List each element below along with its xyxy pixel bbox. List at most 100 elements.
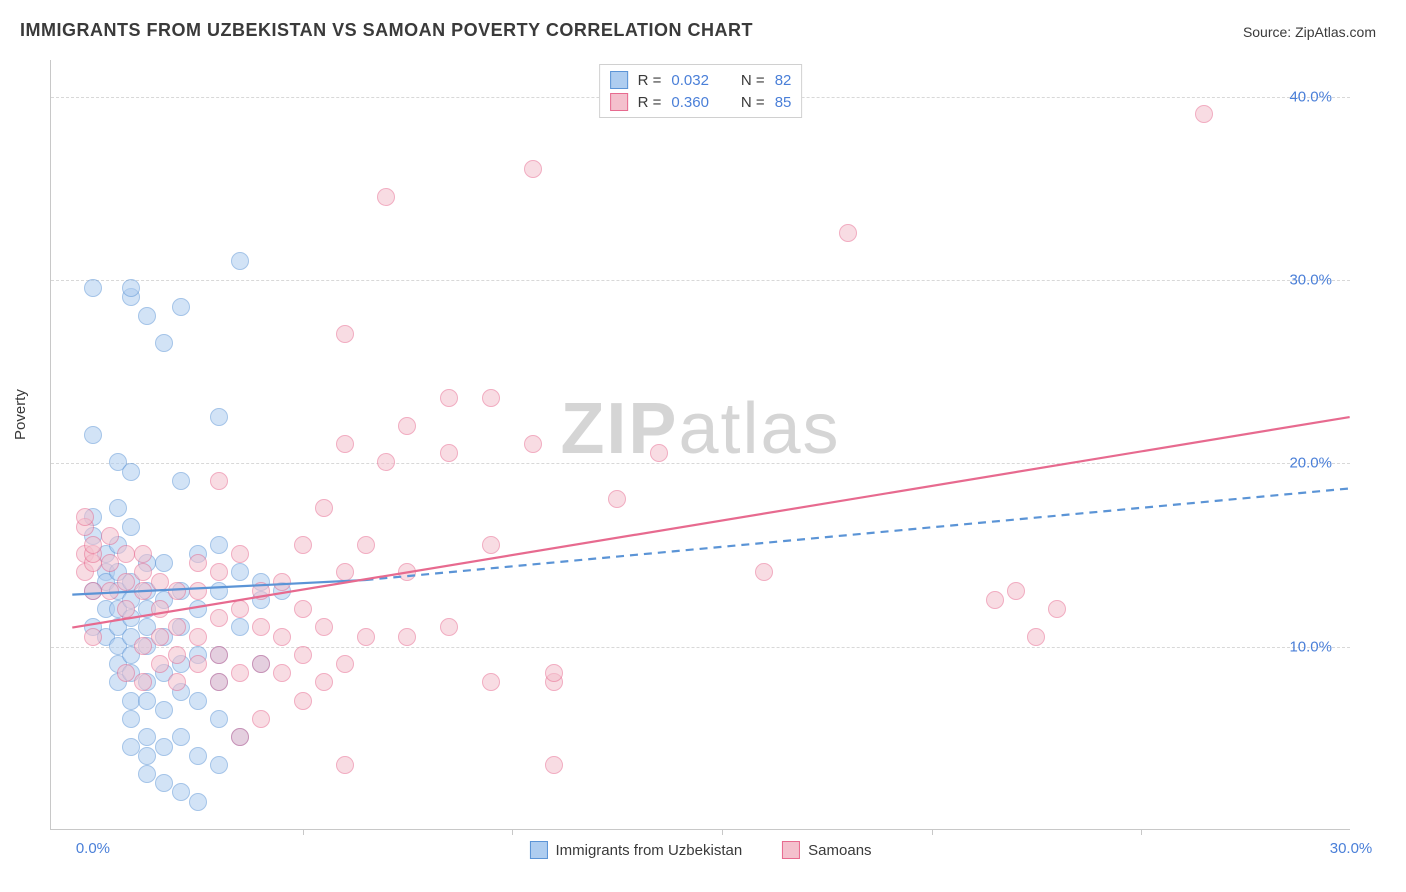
data-point [336, 435, 354, 453]
data-point [84, 628, 102, 646]
data-point [315, 499, 333, 517]
legend-item-0: Immigrants from Uzbekistan [529, 841, 742, 859]
data-point [122, 279, 140, 297]
data-point [755, 563, 773, 581]
data-point [101, 582, 119, 600]
data-point [1027, 628, 1045, 646]
data-point [117, 545, 135, 563]
xtick-minor [1141, 829, 1142, 835]
data-point [189, 692, 207, 710]
data-point [294, 536, 312, 554]
ytick-label: 40.0% [1289, 88, 1332, 105]
data-point [84, 582, 102, 600]
source-value: ZipAtlas.com [1295, 24, 1376, 40]
data-point [357, 628, 375, 646]
y-axis-label: Poverty [12, 389, 29, 440]
data-point [138, 728, 156, 746]
data-point [84, 536, 102, 554]
data-point [210, 563, 228, 581]
data-point [168, 673, 186, 691]
data-point [189, 793, 207, 811]
xtick-minor [722, 829, 723, 835]
data-point [252, 618, 270, 636]
data-point [138, 307, 156, 325]
xtick-minor [303, 829, 304, 835]
data-point [377, 188, 395, 206]
data-point [122, 518, 140, 536]
data-point [155, 701, 173, 719]
legend-r-value-1: 0.360 [671, 94, 709, 111]
data-point [273, 628, 291, 646]
data-point [155, 738, 173, 756]
legend-r-label: R = [638, 94, 662, 111]
data-point [189, 600, 207, 618]
data-point [357, 536, 375, 554]
xtick-label: 30.0% [1330, 840, 1373, 857]
data-point [117, 600, 135, 618]
chart-title: IMMIGRANTS FROM UZBEKISTAN VS SAMOAN POV… [20, 20, 753, 41]
data-point [273, 573, 291, 591]
data-point [398, 417, 416, 435]
data-point [440, 444, 458, 462]
data-point [377, 453, 395, 471]
watermark-light: atlas [678, 389, 840, 469]
data-point [210, 536, 228, 554]
data-point [189, 554, 207, 572]
data-point [839, 224, 857, 242]
data-point [122, 692, 140, 710]
data-point [109, 499, 127, 517]
data-point [398, 628, 416, 646]
data-point [138, 747, 156, 765]
data-point [134, 563, 152, 581]
data-point [84, 426, 102, 444]
data-point [134, 673, 152, 691]
data-point [117, 573, 135, 591]
data-point [231, 600, 249, 618]
legend-n-label: N = [741, 94, 765, 111]
xtick-minor [932, 829, 933, 835]
legend-swatch-1b [782, 841, 800, 859]
legend-r-label: R = [638, 72, 662, 89]
source-attribution: Source: ZipAtlas.com [1243, 24, 1376, 40]
legend-swatch-0b [529, 841, 547, 859]
data-point [252, 655, 270, 673]
gridline-h [51, 280, 1350, 281]
data-point [231, 664, 249, 682]
data-point [210, 756, 228, 774]
data-point [151, 628, 169, 646]
legend-swatch-0 [610, 71, 628, 89]
data-point [1048, 600, 1066, 618]
data-point [189, 747, 207, 765]
data-point [134, 545, 152, 563]
data-point [84, 279, 102, 297]
data-point [294, 600, 312, 618]
data-point [231, 728, 249, 746]
legend-n-label: N = [741, 72, 765, 89]
data-point [155, 334, 173, 352]
data-point [210, 609, 228, 627]
data-point [252, 582, 270, 600]
data-point [986, 591, 1004, 609]
legend-label-1: Samoans [808, 842, 871, 859]
data-point [134, 637, 152, 655]
data-point [336, 325, 354, 343]
legend-n-value-0: 82 [775, 72, 792, 89]
data-point [336, 756, 354, 774]
data-point [231, 563, 249, 581]
data-point [482, 389, 500, 407]
data-point [273, 664, 291, 682]
data-point [134, 582, 152, 600]
data-point [172, 298, 190, 316]
data-point [482, 673, 500, 691]
legend-stats-row-1: R = 0.360 N = 85 [610, 91, 792, 113]
source-label: Source: [1243, 24, 1291, 40]
watermark: ZIPatlas [560, 388, 840, 470]
data-point [315, 618, 333, 636]
legend-swatch-1 [610, 93, 628, 111]
data-point [76, 508, 94, 526]
data-point [608, 490, 626, 508]
data-point [189, 655, 207, 673]
data-point [168, 618, 186, 636]
data-point [482, 536, 500, 554]
gridline-h [51, 647, 1350, 648]
